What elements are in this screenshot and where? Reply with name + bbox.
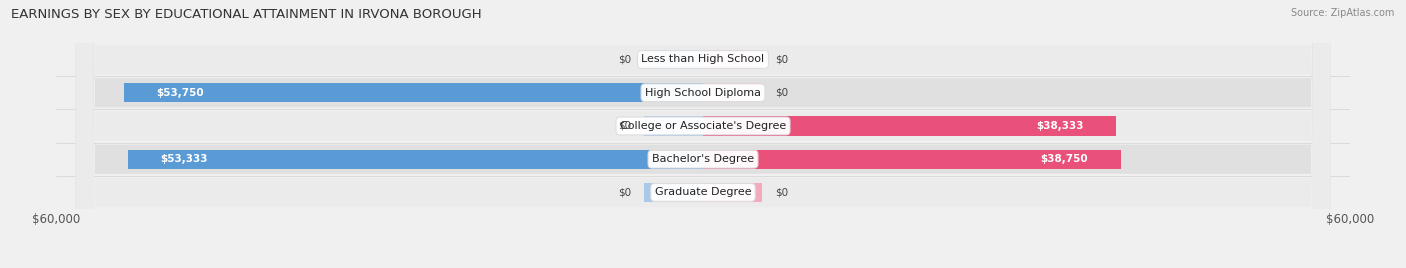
Text: $0: $0 [617,121,631,131]
Bar [703,50,762,69]
Bar [128,150,703,169]
Text: $38,750: $38,750 [1040,154,1088,164]
Bar [644,50,703,69]
Text: Bachelor's Degree: Bachelor's Degree [652,154,754,164]
Text: EARNINGS BY SEX BY EDUCATIONAL ATTAINMENT IN IRVONA BOROUGH: EARNINGS BY SEX BY EDUCATIONAL ATTAINMEN… [11,8,482,21]
Bar [703,83,762,102]
Text: $0: $0 [775,54,789,65]
Text: $0: $0 [617,187,631,198]
Text: High School Diploma: High School Diploma [645,88,761,98]
Text: College or Associate's Degree: College or Associate's Degree [620,121,786,131]
Text: $0: $0 [617,54,631,65]
Bar [644,116,703,136]
Bar [703,150,1121,169]
Text: $38,333: $38,333 [1036,121,1084,131]
Text: Graduate Degree: Graduate Degree [655,187,751,198]
FancyBboxPatch shape [76,0,1330,268]
Text: $53,333: $53,333 [160,154,208,164]
Bar [124,83,703,102]
Bar [644,183,703,202]
FancyBboxPatch shape [76,0,1330,268]
Bar [703,116,1116,136]
Text: Less than High School: Less than High School [641,54,765,65]
Text: $0: $0 [775,88,789,98]
Text: $0: $0 [775,187,789,198]
Text: $53,750: $53,750 [156,88,204,98]
FancyBboxPatch shape [76,0,1330,268]
FancyBboxPatch shape [76,0,1330,268]
FancyBboxPatch shape [76,0,1330,268]
Bar [703,183,762,202]
Text: Source: ZipAtlas.com: Source: ZipAtlas.com [1291,8,1395,18]
